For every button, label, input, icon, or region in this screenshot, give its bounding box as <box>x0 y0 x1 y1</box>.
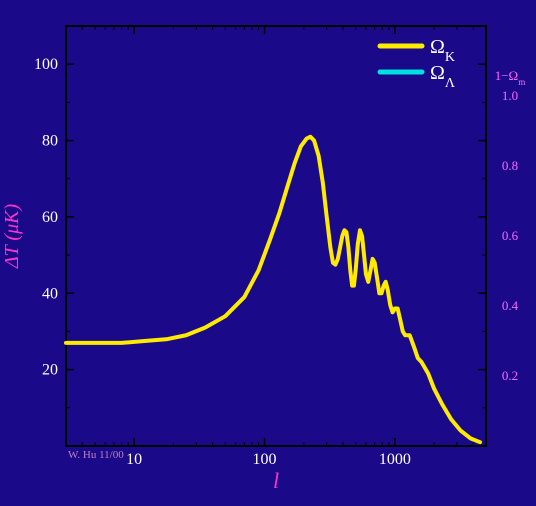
svg-text:100: 100 <box>253 451 277 468</box>
svg-text:W. Hu 11/00: W. Hu 11/00 <box>68 449 124 461</box>
cmb-power-spectrum-chart: 204060801001010010000.20.40.60.81.01−ΩmΔ… <box>0 0 536 506</box>
svg-text:100: 100 <box>34 56 58 73</box>
svg-text:20: 20 <box>42 362 58 379</box>
svg-text:10: 10 <box>126 451 142 468</box>
svg-text:1.0: 1.0 <box>502 88 518 103</box>
svg-text:40: 40 <box>42 285 58 302</box>
svg-text:0.2: 0.2 <box>502 368 518 383</box>
chart-container: 204060801001010010000.20.40.60.81.01−ΩmΔ… <box>0 0 536 506</box>
svg-text:ΔT (μK): ΔT (μK) <box>1 204 23 270</box>
svg-text:0.6: 0.6 <box>502 228 519 243</box>
svg-text:1000: 1000 <box>379 451 411 468</box>
svg-text:80: 80 <box>42 133 58 150</box>
svg-text:l: l <box>273 468 279 493</box>
svg-text:0.4: 0.4 <box>502 298 519 313</box>
svg-text:0.8: 0.8 <box>502 158 518 173</box>
svg-text:60: 60 <box>42 209 58 226</box>
